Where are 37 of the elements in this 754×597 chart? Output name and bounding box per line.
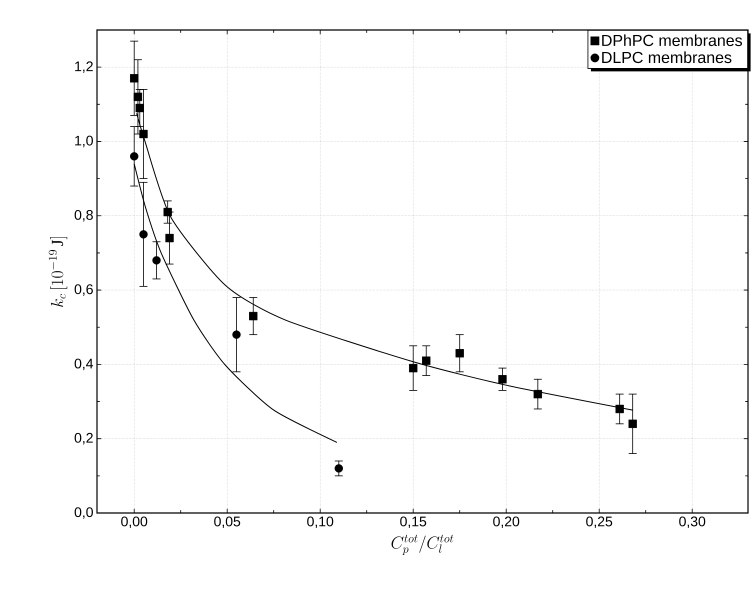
x-tick-label: 0,05 xyxy=(214,516,240,528)
y-tick-label: 0,4 xyxy=(74,358,94,370)
x-tick-label: 0,30 xyxy=(679,516,706,528)
x-tick-label: 0,15 xyxy=(400,516,426,528)
x-tick-label: 0,20 xyxy=(493,516,520,528)
x-axis-title: $C_p^{tot}/C_l^{tot}$ xyxy=(392,534,454,556)
x-tick-label: 0,10 xyxy=(307,516,334,528)
y-tick-label: 0,2 xyxy=(74,432,93,444)
point xyxy=(534,390,542,398)
point xyxy=(334,464,343,473)
point xyxy=(139,130,148,138)
point xyxy=(136,104,144,112)
point xyxy=(456,349,464,358)
point xyxy=(409,364,418,372)
legend-label: DLPC membranes xyxy=(602,51,732,64)
point xyxy=(422,356,430,365)
x-tick-label: 0,25 xyxy=(586,516,612,528)
y-tick-label: 0,8 xyxy=(74,210,93,222)
point xyxy=(615,404,624,414)
point xyxy=(232,330,241,339)
point xyxy=(139,230,148,239)
y-tick-label: 1,0 xyxy=(75,136,93,148)
x-tick-label: 0,00 xyxy=(121,516,148,528)
y-tick-label: 0,6 xyxy=(74,284,93,296)
y-tick-label: 1,2 xyxy=(75,61,93,73)
y-tick-label: 0,0 xyxy=(74,507,93,519)
point xyxy=(134,92,142,102)
point xyxy=(152,256,161,265)
point xyxy=(628,420,637,428)
point xyxy=(249,312,258,320)
point xyxy=(130,152,138,161)
point xyxy=(130,74,138,82)
point xyxy=(498,375,507,384)
point xyxy=(165,234,174,242)
legend-label: DPhPC membranes xyxy=(602,34,742,46)
y-axis-title: $k_c\,[10^{-19}\,\mathrm{J}]$ xyxy=(48,237,68,307)
line-series xyxy=(134,163,338,443)
